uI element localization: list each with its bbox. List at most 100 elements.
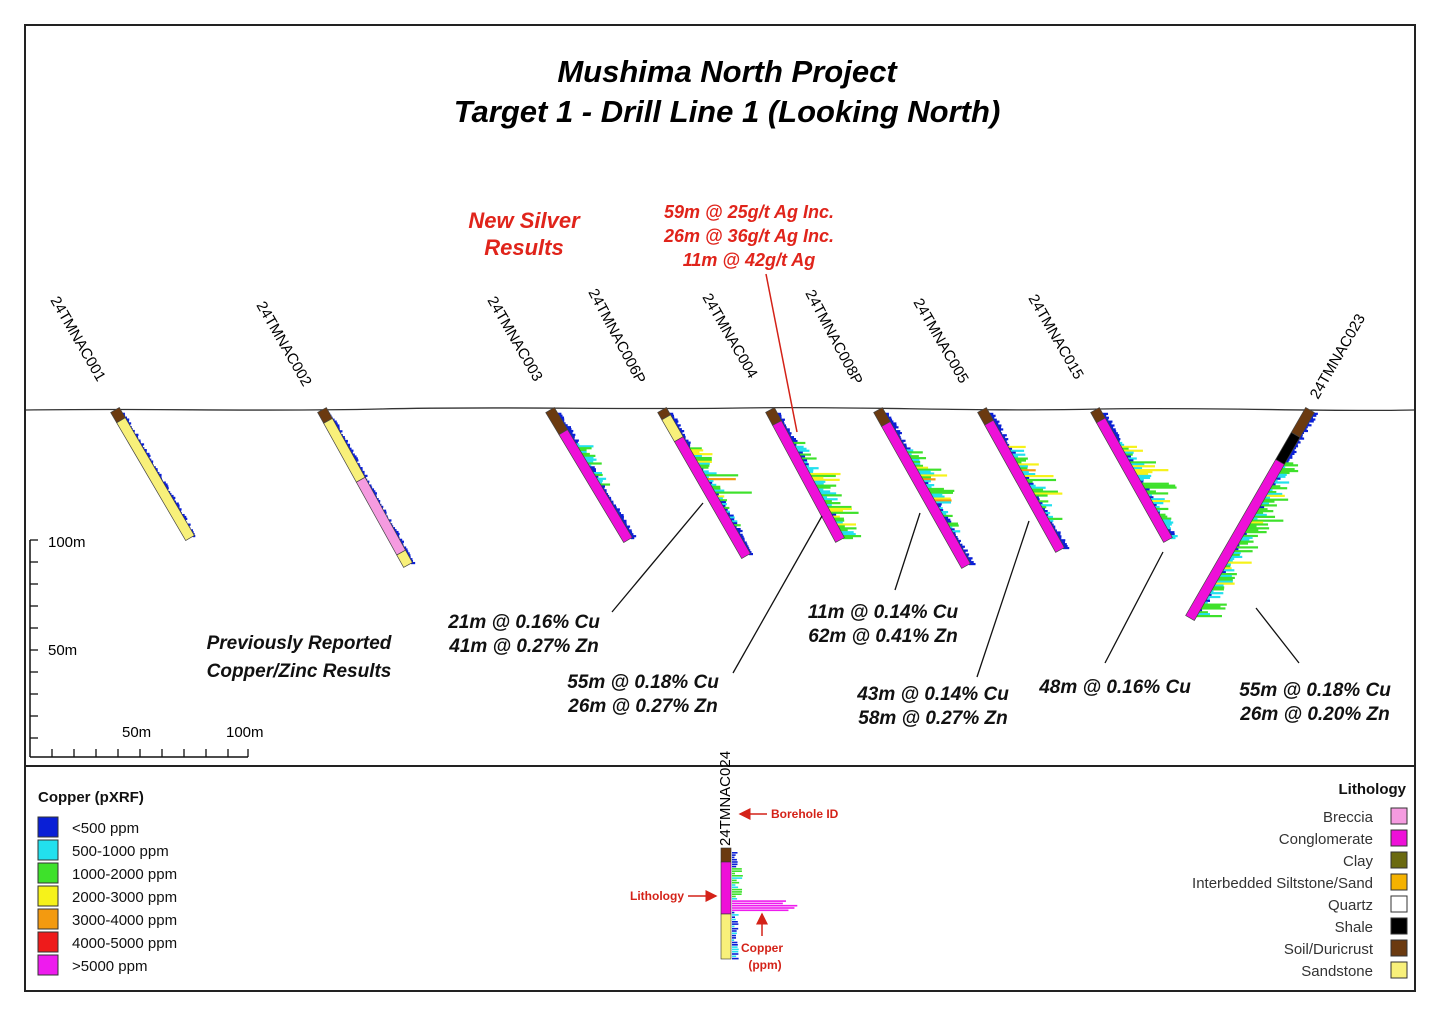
copper-assay-bar [1261,500,1275,503]
copper-assay-bar [1160,517,1172,520]
copper-assay-bar [617,514,624,517]
copper-assay-bar [163,485,169,488]
copper-assay-bar [720,503,727,506]
copper-assay-bar [904,449,914,452]
lithology-interval [984,419,1065,553]
copper-assay-bar [1245,527,1270,530]
copper-assay-bar [1021,473,1036,476]
copper-assay-bar [1278,469,1299,473]
key-copper-bar [732,865,737,868]
copper-assay-bar [145,454,151,457]
copper-assay-bar [1244,529,1259,532]
copper-assay-bar [703,474,739,477]
copper-assay-bar [1113,434,1120,437]
copper-assay-bar [926,487,944,491]
copper-assay-bar [157,473,162,477]
copper-assay-bar [1118,443,1125,447]
copper-assay-bar [1272,481,1290,484]
copper-assay-bar [1142,486,1177,489]
key-copper-bar [732,939,735,941]
copper-assay-bar [1301,429,1309,433]
copper-assay-bar [1310,414,1317,417]
copper-assay-bar [795,449,810,452]
scale-label-h100: 100m [226,724,264,741]
copper-assay-bar [1020,471,1029,474]
copper-assay-bar [1200,605,1221,608]
new-silver-line2: Results [484,235,563,260]
copper-assay-bar [942,516,949,519]
copper-assay-bar [824,502,841,505]
lithology-legend-swatch [1390,917,1408,935]
copper-assay-bar [1170,536,1176,540]
intercept-004-cu: 55m @ 0.18% Cu [567,672,719,693]
copper-assay-bar [803,463,809,466]
copper-assay-bar [935,503,942,506]
key-copper-bar [732,921,738,923]
copper-assay-bar [838,529,848,532]
key-lithology: Lithology [630,889,684,903]
copper-assay-bar [1265,492,1283,496]
copper-assay-bar [929,493,943,496]
copper-assay-bar [1025,478,1057,482]
copper-assay-bar [1282,464,1299,467]
copper-assay-bar [613,508,620,511]
copper-assay-bar [893,430,901,433]
copper-assay-bar [1305,424,1312,427]
copper-assay-bar [1018,467,1028,470]
key-copper-bar [732,957,739,960]
copper-assay-bar [1106,422,1112,425]
copper-assay-bar [802,461,808,464]
previously-reported-line1: Previously Reported [207,633,392,654]
copper-assay-bar [815,486,831,489]
copper-assay-bar [895,432,902,435]
copper-assay-bar [706,479,714,483]
copper-assay-bar [629,535,637,538]
copper-assay-bar [916,470,931,473]
copper-assay-bar [556,412,562,415]
copper-assay-bar [1120,447,1129,450]
lithology-legend-label: Shale [1335,919,1373,936]
copper-assay-bar [343,439,348,443]
copper-assay-bar [950,530,961,533]
copper-assay-bar [1252,515,1276,518]
copper-assay-bar [1234,546,1259,549]
copper-assay-bar [689,449,704,452]
copper-assay-bar [589,468,596,471]
key-borehole-id: Borehole ID [771,807,839,821]
key-copper-bar [732,893,742,895]
copper-assay-bar [1114,436,1120,439]
copper-assay-bar [786,432,792,435]
copper-assay-bar [724,510,730,513]
copper-assay-bar [913,464,924,467]
key-copper-bar [732,914,739,916]
intercept-003-zn: 41m @ 0.27% Zn [448,636,598,657]
copper-assay-bar [1108,426,1114,429]
copper-assay-bar [836,525,845,528]
copper-assay-bar [914,466,929,469]
hole-label: 24TMNAC015 [1025,292,1087,383]
copper-assay-bar [1022,475,1054,478]
key-copper-bar [732,950,739,953]
copper-assay-bar [1239,538,1250,541]
copper-assay-bar [779,418,785,421]
copper-assay-bar [1012,455,1019,458]
copper-assay-bar [696,462,710,465]
copper-assay-bar [574,443,580,446]
hole-label: 24TMNAC006P [584,286,648,387]
copper-assay-bar [819,494,842,497]
copper-assay-bar [968,562,976,566]
copper-assay-bar [570,435,575,438]
copper-assay-bar [399,540,404,543]
copper-assay-bar [884,412,889,415]
copper-assay-bar [717,499,728,502]
copper-assay-bar [1223,565,1231,568]
copper-assay-bar [1286,456,1293,459]
key-copper-bar [732,900,786,902]
copper-assay-bar [1153,505,1160,509]
intercept-005-zn: 58m @ 0.27% Zn [858,708,1007,729]
copper-assay-bar [1196,613,1210,616]
copper-assay-bar [1262,498,1289,501]
key-copper-bar [732,930,737,932]
copper-assay-bar [1060,543,1067,546]
copper-assay-bar [1243,531,1267,534]
